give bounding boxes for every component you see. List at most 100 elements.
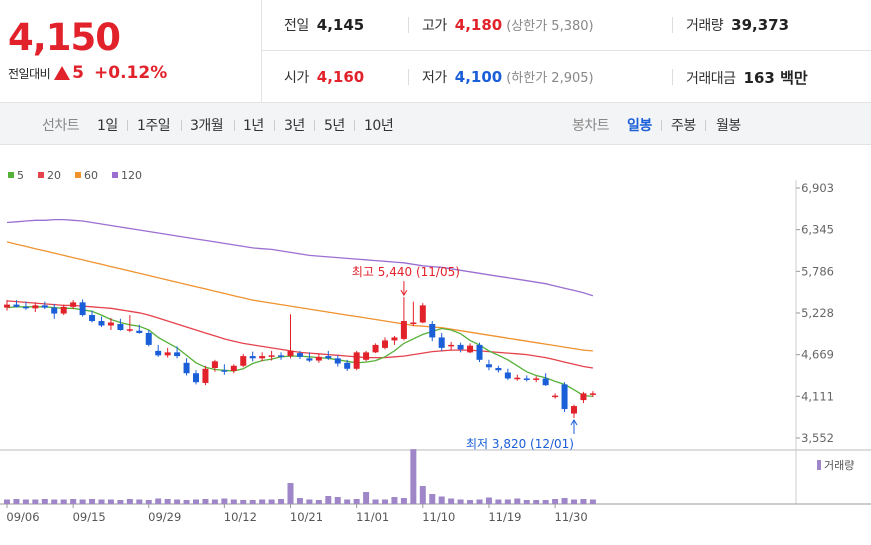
volume-bar [174, 499, 181, 504]
volume-bar [183, 500, 190, 504]
volume-bar [419, 486, 426, 504]
volume-legend-label: 거래량 [824, 459, 854, 472]
stat-value: 4,145 [316, 16, 365, 34]
period-3y[interactable]: 3년 [284, 118, 305, 134]
candle-body [533, 378, 540, 380]
volume-bar [410, 449, 417, 504]
divider [354, 120, 355, 131]
candle-body [70, 302, 77, 307]
period-10y[interactable]: 10년 [364, 118, 394, 134]
volume-bar [126, 499, 133, 504]
volume-bar [70, 499, 77, 504]
candle-body [296, 353, 303, 357]
candle-body [79, 302, 86, 316]
volume-bar [240, 500, 247, 504]
candle-body [51, 307, 58, 314]
up-triangle-icon [54, 66, 71, 80]
volume-bar [79, 499, 86, 504]
candle-body [230, 365, 237, 372]
candle-body [523, 378, 530, 380]
volume-bar [571, 499, 577, 504]
candle-body [438, 337, 445, 348]
candle-body [145, 332, 152, 345]
divider [314, 120, 315, 131]
divider [705, 120, 706, 131]
x-tick-label: 11/01 [356, 510, 389, 524]
candle-body [552, 395, 559, 398]
candle-body [193, 373, 199, 383]
period-1y[interactable]: 1년 [243, 118, 264, 134]
stat-label: 시가 [284, 70, 309, 86]
stat-label: 고가 [422, 18, 447, 34]
candle-body [136, 330, 143, 333]
volume-bar [391, 497, 398, 504]
candle-weekly[interactable]: 주봉 [671, 118, 696, 134]
candle-daily[interactable]: 일봉 [627, 118, 652, 134]
volume-bar [467, 500, 474, 504]
divider [127, 120, 128, 131]
volume-bar [448, 498, 455, 504]
candle-body [126, 329, 133, 331]
stat-label: 전일 [284, 18, 309, 34]
candle-body [325, 356, 332, 359]
volume-bar [89, 499, 96, 504]
candle-body [514, 377, 521, 380]
legend-label-5: 5 [17, 169, 24, 182]
period-1d[interactable]: 1일 [97, 118, 118, 134]
divider [672, 17, 673, 33]
legend-swatch-20 [38, 172, 44, 178]
low-annotation: 최저 3,820 (12/01) [466, 437, 574, 451]
candle-body [504, 372, 511, 379]
stat-label: 거래대금 [686, 71, 736, 87]
price-stats: 전일 4,145 고가 4,180 (상한가 5,380) 거래량 39,373… [262, 0, 871, 103]
volume-bar [438, 496, 445, 504]
x-tick-label: 10/12 [224, 510, 257, 524]
legend-swatch-60 [75, 172, 81, 178]
volume-bar [221, 498, 228, 504]
volume-bar [542, 500, 549, 504]
change-row: 전일대비 5 +0.12% [8, 63, 167, 83]
period-3m[interactable]: 3개월 [190, 118, 224, 134]
candle-body [410, 322, 417, 325]
volume-bar [107, 499, 114, 504]
candle-body [391, 337, 398, 341]
candle-body [174, 352, 181, 357]
candle-body [278, 355, 285, 357]
divider [408, 17, 409, 33]
period-1w[interactable]: 1주일 [137, 118, 171, 134]
divider [181, 120, 182, 131]
legend-swatch-5 [8, 172, 14, 178]
volume-bar [353, 499, 360, 504]
stat-high: 고가 4,180 (상한가 5,380) [422, 15, 594, 35]
candle-body [249, 356, 256, 359]
period-5y[interactable]: 5년 [324, 118, 345, 134]
candle-body [221, 370, 228, 372]
x-tick-label: 09/29 [148, 510, 181, 524]
candle-body [353, 352, 360, 369]
stat-label: 저가 [422, 70, 447, 86]
y-tick-label: 6,903 [801, 181, 834, 195]
volume-bar [13, 499, 20, 504]
candle-body [542, 378, 549, 386]
stat-value: 39,373 [731, 16, 790, 34]
volume-bar [457, 499, 464, 504]
candle-body [429, 324, 436, 338]
candle-monthly[interactable]: 월봉 [716, 118, 741, 134]
legend-label-60: 60 [84, 169, 98, 182]
volume-bar [561, 498, 568, 504]
volume-bar [580, 499, 587, 504]
divider [672, 69, 673, 85]
stats-row-1: 전일 4,145 고가 4,180 (상한가 5,380) 거래량 39,373 [262, 0, 871, 51]
candle-body [32, 305, 39, 309]
volume-legend-swatch [817, 460, 821, 470]
candle-body [98, 321, 105, 326]
volume-bar [155, 498, 162, 504]
divider [661, 120, 662, 131]
candle-body [580, 393, 587, 401]
volume-bar [552, 499, 559, 504]
stat-open: 시가 4,160 [284, 67, 364, 87]
candle-body [155, 350, 162, 356]
volume-bar [164, 499, 171, 504]
high-arrow-head [400, 289, 408, 297]
candle-body [315, 356, 322, 361]
